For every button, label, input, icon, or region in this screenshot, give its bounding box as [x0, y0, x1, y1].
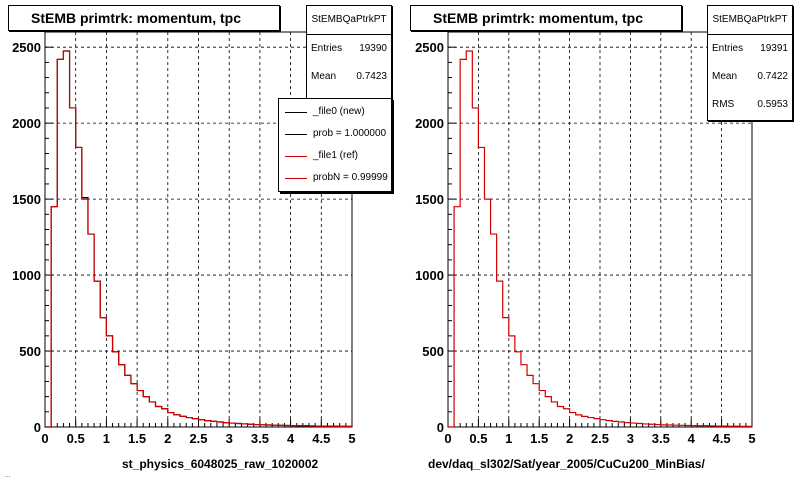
left-y-tick-label: 0: [34, 420, 41, 435]
left-stats-entries-value: 19390: [359, 43, 387, 54]
right-stats-mean-row: Mean 0.7422: [708, 63, 792, 91]
right-x-tick-label: 3.5: [652, 431, 670, 446]
left-plot-frame: [44, 31, 353, 428]
right-y-tick-label: 0: [437, 420, 444, 435]
legend-swatch-probn: [285, 178, 307, 179]
left-x-tick-label: 0: [41, 431, 48, 446]
right-x-tick-label: 3: [627, 431, 634, 446]
right-stats-mean-value: 0.7422: [757, 71, 788, 82]
legend-swatch-prob: [285, 134, 307, 135]
left-x-tick-label: 4: [287, 431, 295, 446]
right-stats-entries-value: 19391: [760, 43, 788, 54]
left-stats-mean-value: 0.7423: [356, 71, 387, 82]
legend-label-probn: probN = 0.99999: [313, 172, 388, 183]
right-x-tick-label: 1.5: [530, 431, 548, 446]
right-plot-frame: [447, 31, 753, 428]
left-stats-mean-row: Mean 0.7423: [307, 63, 391, 91]
right-x-tick-label: 4: [688, 431, 696, 446]
legend-label-file1: _file1 (ref): [313, 150, 359, 161]
left-legend: _file0 (new) prob = 1.000000 _file1 (ref…: [278, 98, 392, 192]
left-plot: 0 0.5 1 1.5 2 2.5 3 3.5 4 4.5 5 0 500 1000 1500 2000 250…: [12, 31, 356, 446]
right-y-tick-label: 1000: [415, 268, 444, 283]
left-x-tick-label: 2.5: [189, 431, 207, 446]
right-series-0-histogram: [448, 50, 753, 428]
right-x-tick-label: 5: [748, 431, 755, 446]
left-stats-name: StEMBQaPtrkPT: [307, 6, 391, 35]
left-stats-entries-row: Entries 19390: [307, 35, 391, 63]
right-y-tick-label: 2500: [415, 40, 444, 55]
right-y-tick-label: 2000: [415, 116, 444, 131]
right-x-tick-label: 1: [505, 431, 512, 446]
left-y-tick-label: 2000: [12, 116, 41, 131]
left-y-tick-label: 1000: [12, 268, 41, 283]
legend-item-prob: prob = 1.000000: [279, 123, 391, 145]
right-stats-rms-row: RMS 0.5953: [708, 91, 792, 119]
right-x-tick-label: 2: [566, 431, 573, 446]
right-x-tick-label: 0.5: [469, 431, 487, 446]
left-x-axis-title: st_physics_6048025_raw_1020002: [122, 457, 319, 471]
right-y-tick-label: 500: [422, 344, 444, 359]
left-x-tick-label: 5: [348, 431, 355, 446]
left-y-tick-label: 500: [19, 344, 41, 359]
left-panel-title: StEMB primtrk: momentum, tpc: [8, 5, 280, 31]
right-stats-box: StEMBQaPtrkPT Entries 19391 Mean 0.7422 …: [707, 5, 793, 121]
right-stats-name: StEMBQaPtrkPT: [708, 6, 792, 35]
legend-item-file0: _file0 (new): [279, 101, 391, 123]
right-stats-rms-label: RMS: [712, 99, 735, 110]
right-x-tick-label: 2.5: [591, 431, 609, 446]
left-y-tick-label: 1500: [12, 192, 41, 207]
legend-item-file1: _file1 (ref): [279, 145, 391, 167]
right-x-tick-label: 0: [444, 431, 451, 446]
left-x-tick-label: 4.5: [312, 431, 330, 446]
right-stats-entries-row: Entries 19391: [708, 35, 792, 63]
right-x-tick-label: 4.5: [713, 431, 731, 446]
left-x-tick-label: 1: [103, 431, 110, 446]
legend-label-file0: _file0 (new): [313, 106, 365, 117]
right-x-axis-title: dev/daq_sl302/Sat/year_2005/CuCu200_MinB…: [428, 457, 705, 471]
right-y-tick-label: 1500: [415, 192, 444, 207]
legend-swatch-file1: [285, 156, 307, 157]
left-x-tick-label: 2: [164, 431, 171, 446]
right-stats-rms-value: 0.5953: [757, 99, 788, 110]
left-stats-entries-label: Entries: [311, 43, 343, 54]
footer-text: ...: [4, 470, 11, 479]
right-plot: 0 0.5 1 1.5 2 2.5 3 3.5 4 4.5 5 0 500 1000 1500 2000 250…: [415, 31, 756, 446]
right-panel-title: StEMB primtrk: momentum, tpc: [410, 5, 682, 31]
right-stats-entries-label: Entries: [712, 43, 744, 54]
legend-label-prob: prob = 1.000000: [313, 128, 387, 139]
legend-item-probn: probN = 0.99999: [279, 167, 391, 189]
left-x-tick-label: 0.5: [67, 431, 85, 446]
legend-swatch-file0: [285, 112, 307, 113]
left-x-tick-label: 3: [226, 431, 233, 446]
left-x-tick-label: 3.5: [251, 431, 269, 446]
left-x-tick-label: 1.5: [128, 431, 146, 446]
left-stats-mean-label: Mean: [311, 71, 337, 82]
left-series-1-histogram: [45, 50, 353, 428]
right-stats-mean-label: Mean: [712, 71, 738, 82]
left-y-tick-label: 2500: [12, 40, 41, 55]
